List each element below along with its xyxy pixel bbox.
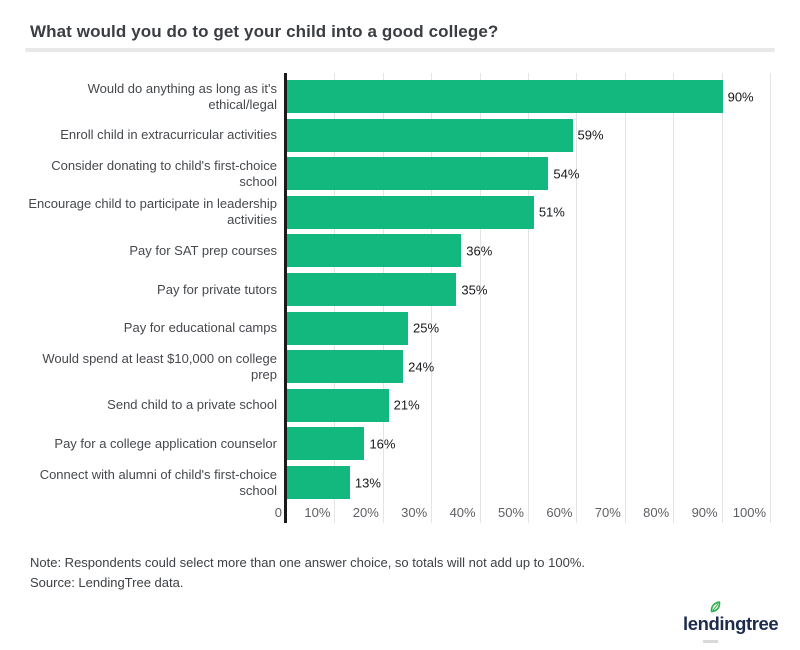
source-text: Source: LendingTree data.: [30, 575, 184, 590]
category-label: Consider donating to child's first-choic…: [51, 157, 277, 189]
category-label: Send child to a private school: [107, 397, 277, 413]
title-divider: [25, 48, 775, 52]
category-label: Pay for a college application counselor: [54, 435, 277, 451]
bar: [287, 157, 549, 191]
bar: [287, 427, 365, 461]
gridline-80%: [673, 73, 675, 523]
bar-value-label: 59%: [577, 127, 604, 143]
x-tick-label: 60%: [546, 505, 573, 520]
bar: [287, 388, 389, 422]
x-tick-label: 70%: [594, 505, 621, 520]
bar-value-label: 13%: [354, 475, 381, 490]
lendingtree-logo: lendingtree: [683, 600, 779, 645]
bar-value-label: 35%: [461, 282, 488, 297]
x-tick-label: 20%: [352, 505, 379, 520]
category-label: Enroll child in extracurricular activiti…: [60, 127, 277, 143]
category-label: Would spend at least $10,000 on college p…: [42, 350, 277, 382]
page-title: What would you do to get your child into…: [30, 22, 499, 41]
x-tick-label: 10%: [304, 505, 331, 520]
logo-wordmark: lendingtree: [683, 613, 779, 634]
gridline-40%: [479, 73, 481, 523]
logo-dash: [703, 640, 718, 643]
bar: [287, 80, 723, 113]
leaf-icon: [710, 601, 721, 613]
bar: [287, 466, 350, 499]
bar-value-label: 51%: [538, 204, 565, 220]
bar: [287, 350, 404, 384]
y-axis-line: [284, 73, 287, 523]
note-text: Note: Respondents could select more than…: [30, 555, 585, 570]
x-tick-label: 100%: [732, 505, 766, 520]
bar-value-label: 36%: [466, 243, 493, 259]
gridline-50%: [528, 73, 529, 523]
gridline-100%: [770, 73, 771, 523]
x-tick-label: 50%: [497, 505, 524, 520]
x-tick-label: 0: [274, 505, 282, 520]
category-label: Connect with alumni of child's first-cho…: [39, 466, 277, 498]
gridline-60%: [576, 73, 578, 523]
gridline-70%: [624, 73, 626, 523]
bar: [287, 195, 534, 229]
gridline-90%: [721, 73, 723, 523]
bar: [287, 234, 462, 268]
category-label: Would do anything as long as it's ethical…: [87, 80, 277, 112]
bar-value-label: 21%: [393, 397, 420, 413]
bar-value-label: 16%: [369, 436, 396, 452]
footnote-block: Note: Respondents could select more than…: [30, 553, 585, 593]
x-tick-label: 80%: [643, 505, 670, 520]
bar: [287, 118, 573, 152]
category-label: Pay for SAT prep courses: [129, 242, 277, 258]
bar: [287, 311, 408, 345]
x-tick-label: 90%: [691, 505, 718, 520]
x-tick-label: 40%: [449, 505, 476, 520]
x-tick-label: 30%: [401, 505, 428, 520]
bar-value-label: 90%: [727, 89, 754, 104]
bar-value-label: 25%: [413, 320, 440, 336]
category-label: Pay for educational camps: [123, 320, 277, 336]
bar-value-label: 54%: [553, 166, 580, 182]
bar: [287, 273, 457, 306]
bar-chart-plot-area: 0 10% 20% 30% 40% 50% 60% 70% 80% 90% 100% 90% 59% 54…: [275, 73, 771, 523]
category-label: Encourage child to participate in leader…: [28, 196, 277, 228]
bar-value-label: 24%: [408, 359, 435, 375]
category-label: Pay for private tutors: [157, 281, 277, 297]
